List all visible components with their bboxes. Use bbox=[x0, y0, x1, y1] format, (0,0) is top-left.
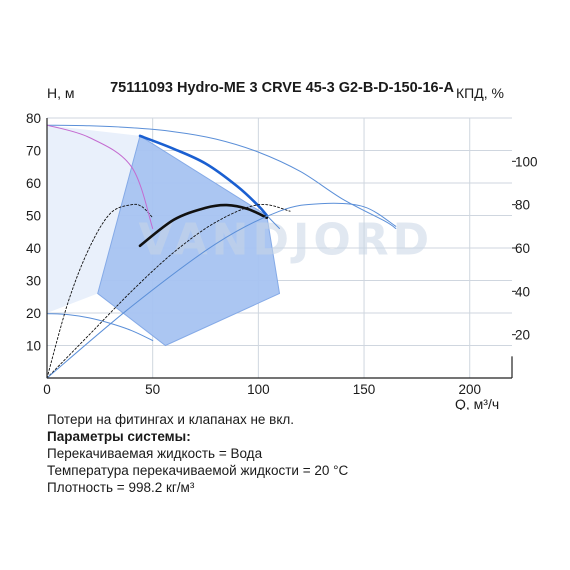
y2-tick-label: 60 bbox=[515, 241, 530, 256]
y-tick-label: 50 bbox=[26, 209, 41, 224]
y2-tick-label: 100 bbox=[515, 154, 538, 169]
y-tick-label: 70 bbox=[26, 144, 41, 159]
y-tick-label: 20 bbox=[26, 306, 41, 321]
h-q-max-curve bbox=[46, 124, 397, 229]
watermark-logo: VANDJORD bbox=[139, 215, 434, 266]
efficiency-max-curve bbox=[46, 202, 397, 379]
x-tick-label: 100 bbox=[247, 382, 270, 397]
x-axis-label: Q, м³/ч bbox=[455, 396, 499, 410]
notes-fittings: Потери на фитингах и клапанах не вкл. bbox=[47, 412, 295, 427]
efficiency-mid-curve bbox=[46, 203, 291, 379]
y-axis-label: H, м bbox=[47, 85, 75, 101]
y-tick-label: 40 bbox=[26, 241, 41, 256]
chart-title: 75111093 Hydro-ME 3 CRVE 45-3 G2-B-D-150… bbox=[110, 80, 454, 96]
efficiency-operating-curve bbox=[138, 203, 269, 248]
h-q-operating-curve bbox=[138, 134, 269, 217]
y2-axis-label: КПД, % bbox=[456, 85, 504, 101]
x-tick-label: 0 bbox=[43, 382, 51, 397]
efficiency-low-curve bbox=[46, 203, 154, 379]
y-tick-label: 60 bbox=[26, 176, 41, 191]
y-tick-label: 30 bbox=[26, 274, 41, 289]
notes-density: Плотность = 998.2 кг/м³ bbox=[47, 480, 195, 495]
x-tick-label: 150 bbox=[353, 382, 376, 397]
pump-chart: 75111093 Hydro-ME 3 CRVE 45-3 G2-B-D-150… bbox=[26, 80, 538, 410]
notes-temperature: Температура перекачиваемой жидкости = 20… bbox=[47, 463, 349, 478]
light-shaded-area bbox=[47, 125, 140, 313]
y-tick-label: 80 bbox=[26, 111, 41, 126]
y-tick-label: 10 bbox=[26, 339, 41, 354]
system-notes: Потери на фитингах и клапанах не вкл. Па… bbox=[47, 411, 348, 496]
h-q-min-curve bbox=[46, 313, 154, 342]
y2-tick-label: 80 bbox=[515, 198, 530, 213]
x-tick-label: 50 bbox=[145, 382, 160, 397]
power-curve bbox=[46, 124, 154, 229]
y2-tick-label: 20 bbox=[515, 328, 530, 343]
notes-liquid: Перекачиваемая жидкость = Вода bbox=[47, 446, 263, 461]
y2-tick-label: 40 bbox=[515, 284, 530, 299]
x-tick-label: 200 bbox=[458, 382, 481, 397]
notes-system-params-heading: Параметры системы: bbox=[47, 429, 191, 444]
